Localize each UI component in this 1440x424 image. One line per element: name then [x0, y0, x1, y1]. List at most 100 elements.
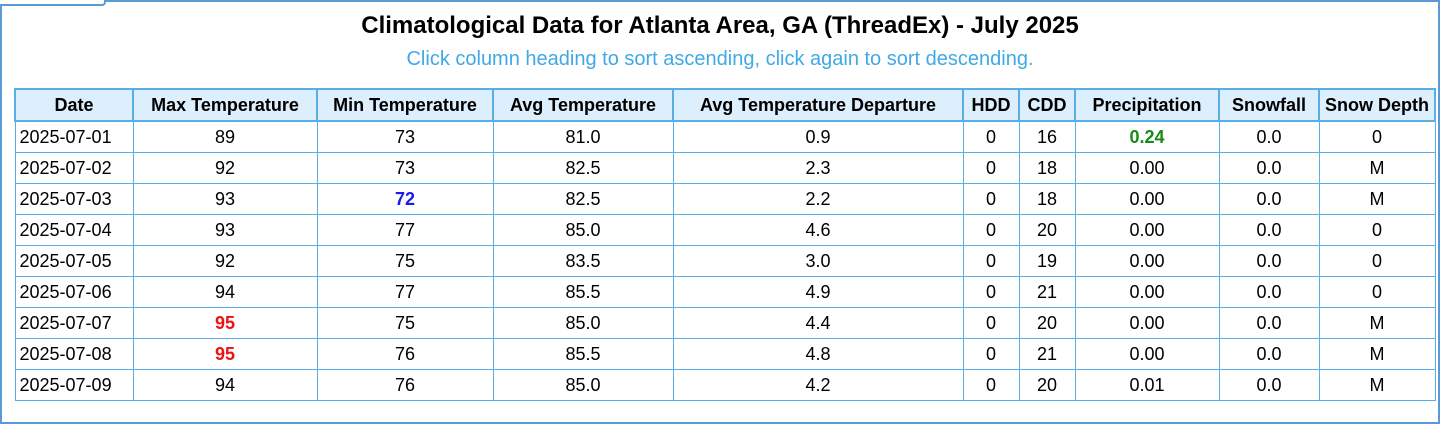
column-header-snowfall[interactable]: Snowfall: [1218, 88, 1320, 122]
cell-date: 2025-07-04: [14, 214, 134, 246]
cell-cdd: 21: [1018, 338, 1076, 370]
cell-avg-temperature: 82.5: [492, 183, 674, 215]
column-header-avg-temperature-departure[interactable]: Avg Temperature Departure: [672, 88, 964, 122]
cell-precipitation: 0.00: [1074, 152, 1220, 184]
table-header-row: Date Max Temperature Min Temperature Avg…: [14, 88, 1436, 122]
table-row: 2025-07-07 95 75 85.0 4.4 0 20 0.00 0.0 …: [14, 307, 1436, 339]
cell-hdd: 0: [962, 245, 1020, 277]
cell-avg-temperature: 85.5: [492, 276, 674, 308]
cell-avg-temperature: 85.0: [492, 214, 674, 246]
cell-snowfall: 0.0: [1218, 214, 1320, 246]
cell-precipitation: 0.00: [1074, 214, 1220, 246]
column-header-cdd[interactable]: CDD: [1018, 88, 1076, 122]
cell-hdd: 0: [962, 369, 1020, 401]
cell-hdd: 0: [962, 152, 1020, 184]
cell-avg-temperature-departure: 4.8: [672, 338, 964, 370]
cell-snowfall: 0.0: [1218, 276, 1320, 308]
table-row: 2025-07-04 93 77 85.0 4.6 0 20 0.00 0.0 …: [14, 214, 1436, 246]
cell-snow-depth: 0: [1318, 276, 1436, 308]
column-header-precipitation[interactable]: Precipitation: [1074, 88, 1220, 122]
cell-hdd: 0: [962, 183, 1020, 215]
cell-min-temperature: 77: [316, 214, 494, 246]
cell-hdd: 0: [962, 276, 1020, 308]
column-header-date[interactable]: Date: [14, 88, 134, 122]
cell-min-temperature: 73: [316, 120, 494, 153]
cell-cdd: 19: [1018, 245, 1076, 277]
cell-cdd: 20: [1018, 307, 1076, 339]
cell-snow-depth: M: [1318, 183, 1436, 215]
table-row: 2025-07-02 92 73 82.5 2.3 0 18 0.00 0.0 …: [14, 152, 1436, 184]
cell-avg-temperature-departure: 2.2: [672, 183, 964, 215]
cell-snowfall: 0.0: [1218, 307, 1320, 339]
cell-snowfall: 0.0: [1218, 245, 1320, 277]
cell-hdd: 0: [962, 120, 1020, 153]
cell-max-temperature: 92: [132, 245, 318, 277]
cell-precipitation: 0.00: [1074, 307, 1220, 339]
cell-snow-depth: M: [1318, 338, 1436, 370]
cell-cdd: 20: [1018, 214, 1076, 246]
cell-date: 2025-07-02: [14, 152, 134, 184]
cell-date: 2025-07-07: [14, 307, 134, 339]
cell-max-temperature: 93: [132, 183, 318, 215]
cell-precipitation: 0.00: [1074, 338, 1220, 370]
cell-max-temperature: 94: [132, 369, 318, 401]
cell-avg-temperature-departure: 4.4: [672, 307, 964, 339]
cell-avg-temperature: 85.0: [492, 369, 674, 401]
cell-snow-depth: 0: [1318, 214, 1436, 246]
cell-min-temperature: 76: [316, 369, 494, 401]
table-row: 2025-07-08 95 76 85.5 4.8 0 21 0.00 0.0 …: [14, 338, 1436, 370]
cell-avg-temperature: 81.0: [492, 120, 674, 153]
cell-snow-depth: M: [1318, 369, 1436, 401]
cell-snow-depth: 0: [1318, 120, 1436, 153]
cell-hdd: 0: [962, 214, 1020, 246]
cell-max-temperature: 95: [132, 338, 318, 370]
column-header-max-temperature[interactable]: Max Temperature: [132, 88, 318, 122]
cell-snow-depth: M: [1318, 307, 1436, 339]
cell-precipitation: 0.00: [1074, 245, 1220, 277]
cell-max-temperature: 93: [132, 214, 318, 246]
cell-snow-depth: M: [1318, 152, 1436, 184]
cell-snowfall: 0.0: [1218, 338, 1320, 370]
cell-avg-temperature: 85.0: [492, 307, 674, 339]
column-header-min-temperature[interactable]: Min Temperature: [316, 88, 494, 122]
column-header-hdd[interactable]: HDD: [962, 88, 1020, 122]
cell-avg-temperature: 83.5: [492, 245, 674, 277]
table-row: 2025-07-06 94 77 85.5 4.9 0 21 0.00 0.0 …: [14, 276, 1436, 308]
cell-cdd: 21: [1018, 276, 1076, 308]
cell-date: 2025-07-03: [14, 183, 134, 215]
cell-date: 2025-07-09: [14, 369, 134, 401]
table-body: 2025-07-01 89 73 81.0 0.9 0 16 0.24 0.0 …: [14, 120, 1436, 401]
sort-instructions: Click column heading to sort ascending, …: [406, 48, 1034, 70]
cell-avg-temperature-departure: 0.9: [672, 120, 964, 153]
cell-avg-temperature-departure: 4.9: [672, 276, 964, 308]
cell-avg-temperature-departure: 2.3: [672, 152, 964, 184]
cell-precipitation: 0.01: [1074, 369, 1220, 401]
cell-cdd: 20: [1018, 369, 1076, 401]
cell-snowfall: 0.0: [1218, 183, 1320, 215]
cell-avg-temperature-departure: 4.2: [672, 369, 964, 401]
cell-max-temperature: 95: [132, 307, 318, 339]
cell-max-temperature: 89: [132, 120, 318, 153]
cell-max-temperature: 94: [132, 276, 318, 308]
cell-snow-depth: 0: [1318, 245, 1436, 277]
cell-date: 2025-07-08: [14, 338, 134, 370]
cell-avg-temperature-departure: 3.0: [672, 245, 964, 277]
cell-cdd: 18: [1018, 152, 1076, 184]
table-row: 2025-07-03 93 72 82.5 2.2 0 18 0.00 0.0 …: [14, 183, 1436, 215]
cell-snowfall: 0.0: [1218, 120, 1320, 153]
cell-hdd: 0: [962, 307, 1020, 339]
column-header-snow-depth[interactable]: Snow Depth: [1318, 88, 1436, 122]
cell-max-temperature: 92: [132, 152, 318, 184]
page-title: Climatological Data for Atlanta Area, GA…: [361, 12, 1079, 39]
cell-date: 2025-07-06: [14, 276, 134, 308]
cell-date: 2025-07-01: [14, 120, 134, 153]
cell-min-temperature: 72: [316, 183, 494, 215]
cell-snowfall: 0.0: [1218, 152, 1320, 184]
cell-precipitation: 0.00: [1074, 276, 1220, 308]
frame-tab: [0, 0, 106, 6]
table-row: 2025-07-05 92 75 83.5 3.0 0 19 0.00 0.0 …: [14, 245, 1436, 277]
cell-min-temperature: 77: [316, 276, 494, 308]
cell-avg-temperature-departure: 4.6: [672, 214, 964, 246]
cell-avg-temperature: 85.5: [492, 338, 674, 370]
column-header-avg-temperature[interactable]: Avg Temperature: [492, 88, 674, 122]
